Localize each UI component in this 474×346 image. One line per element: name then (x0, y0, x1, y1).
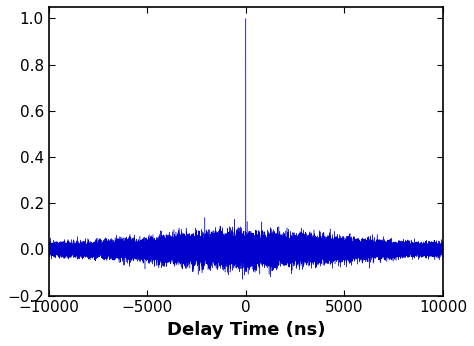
X-axis label: Delay Time (ns): Delay Time (ns) (166, 321, 325, 339)
